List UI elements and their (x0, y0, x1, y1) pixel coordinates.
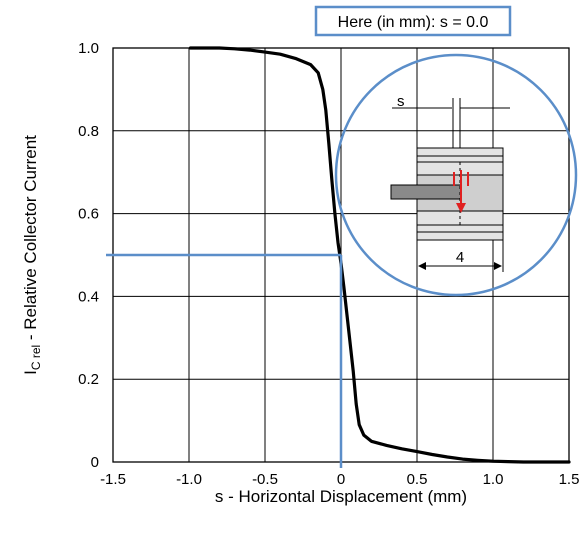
x-axis-label: s - Horizontal Displacement (mm) (215, 487, 467, 506)
highlight-label: Here (in mm): s = 0.0 (338, 14, 489, 31)
y-tick-label: 1.0 (78, 40, 99, 57)
y-axis-label: IC rel - Relative Collector Current (21, 135, 43, 375)
y-axis-label-subscript: C rel (29, 345, 43, 370)
x-tick-label: 1.5 (559, 471, 580, 488)
y-axis-label-main: I (21, 370, 40, 375)
y-tick-label: 0.2 (78, 371, 99, 388)
beam-arrow-head (456, 203, 466, 213)
y-tick-label: 0.6 (78, 206, 99, 223)
y-axis-ticks: 0 0.2 0.4 0.6 0.8 1.0 (78, 40, 99, 471)
highlight-label-box (314, 5, 512, 37)
width-dimension-label: 4 (456, 249, 464, 266)
x-tick-label: 0 (337, 471, 345, 488)
y-tick-label: 0.4 (78, 288, 99, 305)
sensor-inset-diagram: s 4 (334, 53, 578, 297)
shutter-blade (390, 184, 462, 200)
y-tick-label: 0.8 (78, 123, 99, 140)
width-arrow-left (418, 262, 426, 270)
y-axis-label-rest: - Relative Collector Current (21, 135, 40, 345)
y-tick-label: 0 (91, 454, 99, 471)
x-axis-ticks: -1.5 -1.0 -0.5 0 0.5 1.0 1.5 (100, 471, 579, 488)
series-line (188, 46, 571, 464)
s-dimension-label: s (397, 93, 405, 110)
inset-highlight-circle (334, 53, 578, 297)
x-tick-label: -1.5 (100, 471, 126, 488)
x-tick-label: -1.0 (176, 471, 202, 488)
series-layer (188, 46, 571, 464)
x-tick-label: -0.5 (252, 471, 278, 488)
width-arrow-right (494, 262, 502, 270)
x-tick-label: 1.0 (483, 471, 504, 488)
x-tick-label: 0.5 (407, 471, 428, 488)
highlight-layer: Here (in mm): s = 0.0 (106, 5, 512, 468)
